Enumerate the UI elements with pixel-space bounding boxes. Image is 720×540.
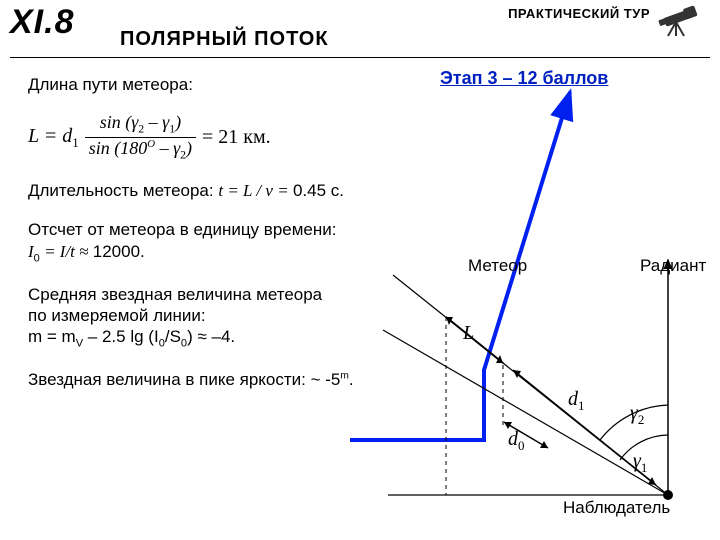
pathlen-label: Длина пути метеора: (28, 74, 408, 95)
mag-f1: m = m (28, 327, 76, 346)
countrate-label: Отсчет от метеора в единицу времени: (28, 219, 408, 240)
L-sub1: 1 (72, 135, 79, 150)
fnum-c: ) (175, 112, 181, 132)
fden-b: – γ (155, 138, 180, 158)
label-observer: Наблюдатель (563, 498, 670, 518)
label-gamma1: γ1 (633, 450, 647, 476)
label-gamma2: γ2 (630, 402, 644, 428)
fden-c: ) (186, 138, 192, 158)
duration-line: Длительность метеора: t = L / v = 0.45 с… (28, 180, 408, 201)
countrate-block: Отсчет от метеора в единицу времени: I0 … (28, 219, 408, 265)
label-L: L (463, 322, 474, 345)
fnum-b: – γ (144, 112, 169, 132)
mag-l2: по измеряемой линии: (28, 305, 408, 326)
peak-text: Звездная величина в пике яркости: ~ -5 (28, 370, 340, 389)
dur-formula: t = L / v = (218, 181, 293, 200)
slide: XI.8 ПОЛЯРНЫЙ ПОТОК ПРАКТИЧЕСКИЙ ТУР Эта… (0, 0, 720, 540)
peak-sup: m (340, 371, 349, 382)
L-eq: L = d (28, 125, 72, 147)
content-column: Длина пути метеора: L = d1 sin (γ2 – γ1)… (28, 74, 408, 409)
mag-f4: ) ≈ –4. (187, 327, 235, 346)
mag-f2: – 2.5 lg (I (83, 327, 159, 346)
fden-a: sin (180 (89, 138, 148, 158)
stage-label: Этап 3 – 12 баллов (440, 68, 608, 89)
problem-code: XI.8 (10, 3, 74, 42)
cr-f2: = I/t ≈ (40, 242, 93, 261)
cr-val: 12000. (93, 242, 145, 261)
fden-deg: O (147, 138, 155, 150)
label-d0: d0 (508, 428, 525, 454)
geometry-diagram: Метеор Радиант Наблюдатель L d1 d0 γ1 γ2 (368, 250, 708, 540)
label-meteor: Метеор (468, 256, 527, 276)
telescope-icon (658, 2, 704, 38)
mag-l1: Средняя звездная величина метеора (28, 284, 408, 305)
round-label: ПРАКТИЧЕСКИЙ ТУР (508, 6, 650, 21)
slide-title: ПОЛЯРНЫЙ ПОТОК (120, 28, 329, 51)
peak-line: Звездная величина в пике яркости: ~ -5m. (28, 369, 408, 390)
magnitude-block: Средняя звездная величина метеора по изм… (28, 284, 408, 352)
label-d1: d1 (568, 388, 585, 414)
dur-label: Длительность метеора: (28, 181, 218, 200)
L-result: = 21 км. (202, 125, 271, 150)
peak-end: . (349, 370, 354, 389)
header-bar: XI.8 ПОЛЯРНЫЙ ПОТОК ПРАКТИЧЕСКИЙ ТУР (10, 0, 710, 58)
dur-value: 0.45 с. (293, 181, 344, 200)
fnum-a: sin (γ (100, 112, 139, 132)
formula-L: L = d1 sin (γ2 – γ1) sin (180O – γ2) = 2… (28, 113, 408, 162)
label-radiant: Радиант (640, 256, 706, 276)
mag-f3: /S (165, 327, 181, 346)
